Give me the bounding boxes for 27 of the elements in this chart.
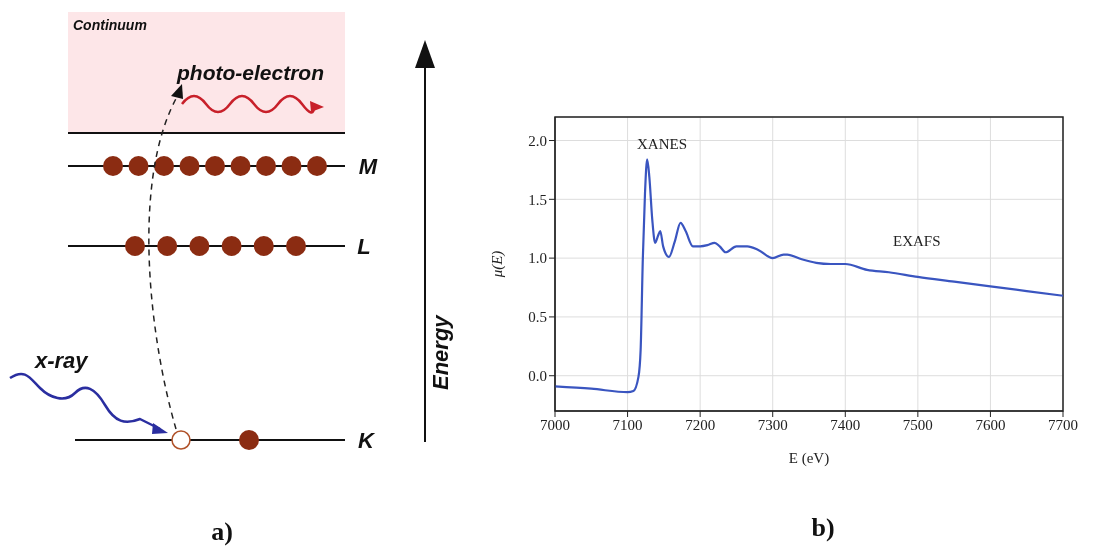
text: Continuum [73, 17, 147, 33]
x-tick-label: 7700 [1048, 416, 1078, 433]
x-tick-label: 7000 [540, 416, 570, 433]
x-tick-label: 7100 [612, 416, 643, 433]
x-tick-label: 7400 [830, 416, 861, 433]
x-tick-label: 7300 [757, 416, 788, 433]
y-tick-label: 1.0 [528, 250, 547, 267]
y-tick-label: 2.0 [528, 132, 547, 149]
y-tick-label: 1.5 [528, 191, 547, 208]
text: photo-electron [176, 61, 324, 84]
line-series [555, 158, 1063, 394]
text: Energy [428, 313, 453, 390]
text: L [357, 234, 371, 259]
text: a) [211, 517, 233, 546]
x-tick-label: 7600 [975, 416, 1006, 433]
x-axis-title: E (eV) [788, 450, 830, 467]
y-tick-label: 0.0 [528, 368, 547, 385]
annotation: XANES [637, 136, 688, 153]
y-tick-label: 0.5 [528, 309, 547, 326]
text: b) [810, 513, 836, 543]
text: M [358, 154, 378, 179]
annotation: EXAFS [893, 233, 941, 250]
text: K [358, 428, 377, 453]
y-axis-title: μ(E) [489, 250, 506, 279]
x-tick-label: 7500 [902, 416, 933, 433]
text: x-ray [34, 348, 90, 373]
x-tick-label: 7200 [685, 416, 716, 433]
